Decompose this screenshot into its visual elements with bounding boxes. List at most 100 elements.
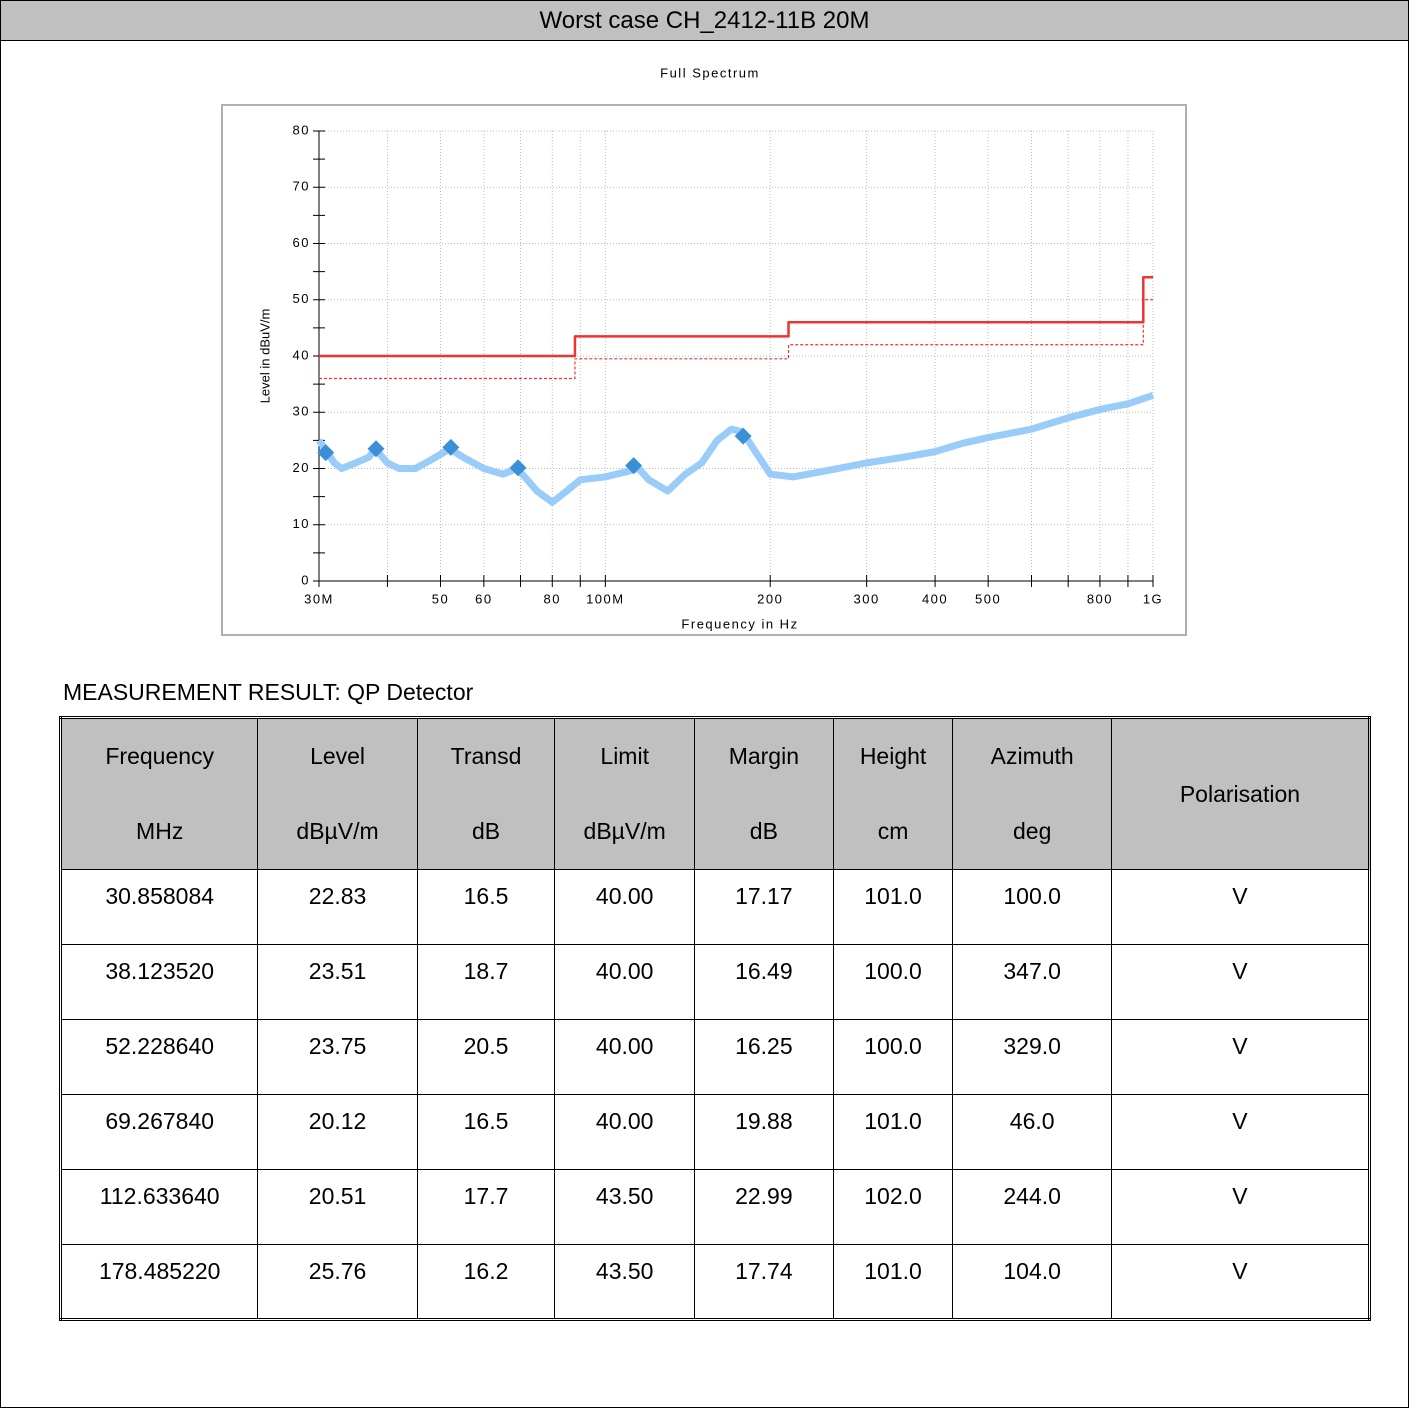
table-cell: 40.00 — [554, 1019, 696, 1095]
table-cell: 112.633640 — [59, 1169, 259, 1245]
header-cell: Azimuth deg — [952, 717, 1112, 870]
table-cell: 16.25 — [694, 1019, 834, 1095]
table-row: 112.633640 20.51 17.7 43.50 22.99 102.0 244.0 V — [59, 1169, 1371, 1245]
header-name: Limit — [600, 743, 649, 769]
header-unit: dB — [749, 818, 778, 844]
header-cell: Level dBµV/m — [257, 717, 418, 870]
header-cell: Height cm — [832, 717, 954, 870]
x-tick-label: 80 — [544, 591, 561, 606]
y-tick-label: 10 — [293, 516, 310, 531]
y-tick-label: 30 — [293, 404, 310, 419]
table-cell: 30.858084 — [59, 869, 259, 945]
table-cell: 20.5 — [416, 1019, 556, 1095]
header-name: Polarisation — [1179, 780, 1301, 807]
header-row: Frequency MHz Level dBµV/m Transd dB Limit dBµV… — [59, 717, 1371, 870]
table-cell: 17.74 — [694, 1244, 834, 1320]
x-tick-label: 50 — [432, 591, 449, 606]
table-cell: 22.83 — [257, 869, 418, 945]
table-cell: 17.17 — [694, 869, 834, 945]
header-cell: Margin dB — [694, 717, 834, 870]
table-cell: 38.123520 — [59, 944, 259, 1020]
header-cell: Frequency MHz — [59, 717, 259, 870]
table-body: 30.858084 22.83 16.5 40.00 17.17 101.0 100.0 V 3… — [59, 869, 1371, 1320]
table-cell: 25.76 — [257, 1244, 418, 1320]
qp-marker — [625, 457, 643, 475]
x-axis-label: Frequency in Hz — [681, 616, 798, 631]
table-cell: 16.5 — [416, 869, 556, 945]
y-tick-label: 80 — [293, 122, 310, 137]
header-cell: Limit dBµV/m — [554, 717, 696, 870]
header-name: Height — [859, 743, 927, 769]
chart: Full Spectrum Frequency in Hz Level in d… — [221, 65, 1187, 636]
table-row: 30.858084 22.83 16.5 40.00 17.17 101.0 100.0 V — [59, 869, 1371, 945]
table-cell: V — [1110, 1244, 1371, 1320]
x-tick-label: 300 — [854, 591, 880, 606]
table-row: 38.123520 23.51 18.7 40.00 16.49 100.0 347.0 V — [59, 944, 1371, 1020]
x-tick-label: 200 — [757, 591, 783, 606]
table-cell: 46.0 — [952, 1094, 1112, 1170]
result-table: Frequency MHz Level dBµV/m Transd dB Limit dBµV… — [59, 716, 1371, 1321]
qp-marker — [509, 459, 527, 477]
qp-marker — [442, 438, 460, 456]
table-cell: 52.228640 — [59, 1019, 259, 1095]
table-cell: V — [1110, 1094, 1371, 1170]
table-cell: 347.0 — [952, 944, 1112, 1020]
table-cell: 102.0 — [832, 1169, 954, 1245]
table-row: 69.267840 20.12 16.5 40.00 19.88 101.0 46.0 V — [59, 1094, 1371, 1170]
line-series — [319, 276, 1153, 358]
x-tick-label: 500 — [975, 591, 1001, 606]
x-tick-label: 1G — [1143, 591, 1163, 606]
table-cell: 40.00 — [554, 944, 696, 1020]
table-cell: 100.0 — [832, 944, 954, 1020]
chart-frame — [221, 104, 1187, 636]
header-name: Transd — [450, 743, 522, 769]
line-series — [316, 392, 1155, 506]
table-cell: 16.5 — [416, 1094, 556, 1170]
table-cell: 100.0 — [832, 1019, 954, 1095]
table-row: 52.228640 23.75 20.5 40.00 16.25 100.0 329.0 V — [59, 1019, 1371, 1095]
table-cell: 178.485220 — [59, 1244, 259, 1320]
table-cell: 20.12 — [257, 1094, 418, 1170]
table-cell: 43.50 — [554, 1244, 696, 1320]
table-cell: V — [1110, 944, 1371, 1020]
table-cell: 329.0 — [952, 1019, 1112, 1095]
header-unit: dBµV/m — [296, 818, 379, 844]
header-unit: deg — [1012, 818, 1052, 844]
line-series — [319, 299, 1153, 380]
x-tick-label: 400 — [922, 591, 948, 606]
table-cell: 101.0 — [832, 1244, 954, 1320]
chart-title: Full Spectrum — [660, 65, 760, 80]
header-name: Level — [310, 743, 366, 769]
table-cell: 40.00 — [554, 1094, 696, 1170]
y-axis-label: Level in dBuV/m — [257, 309, 272, 404]
header-name: Margin — [728, 743, 799, 769]
table-row: 178.485220 25.76 16.2 43.50 17.74 101.0 104.0 V — [59, 1244, 1371, 1320]
table-cell: 101.0 — [832, 869, 954, 945]
y-tick-label: 20 — [293, 460, 310, 475]
x-tick-label: 800 — [1087, 591, 1113, 606]
y-tick-label: 70 — [293, 179, 310, 194]
header-cell: Transd dB — [416, 717, 556, 870]
header-unit: dBµV/m — [583, 818, 666, 844]
qp-marker — [734, 427, 752, 445]
table-cell: 101.0 — [832, 1094, 954, 1170]
table-cell: 16.49 — [694, 944, 834, 1020]
header-unit: cm — [877, 818, 909, 844]
qp-marker — [367, 440, 385, 458]
y-tick-label: 60 — [293, 235, 310, 250]
header-name: Azimuth — [990, 743, 1074, 769]
table-cell: V — [1110, 869, 1371, 945]
table-cell: V — [1110, 1019, 1371, 1095]
table-cell: 17.7 — [416, 1169, 556, 1245]
header-title: Worst case CH_2412-11B 20M — [1, 1, 1408, 41]
x-tick-label: 60 — [475, 591, 492, 606]
table-cell: 40.00 — [554, 869, 696, 945]
y-tick-label: 0 — [301, 572, 310, 587]
table-cell: 104.0 — [952, 1244, 1112, 1320]
table-cell: 18.7 — [416, 944, 556, 1020]
table-cell: 100.0 — [952, 869, 1112, 945]
x-tick-label: 100M — [586, 591, 625, 606]
table-cell: 20.51 — [257, 1169, 418, 1245]
header-unit: MHz — [136, 818, 184, 844]
